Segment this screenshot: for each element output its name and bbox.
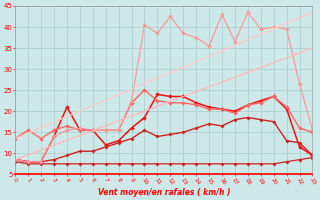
X-axis label: Vent moyen/en rafales ( km/h ): Vent moyen/en rafales ( km/h ) xyxy=(98,188,230,197)
